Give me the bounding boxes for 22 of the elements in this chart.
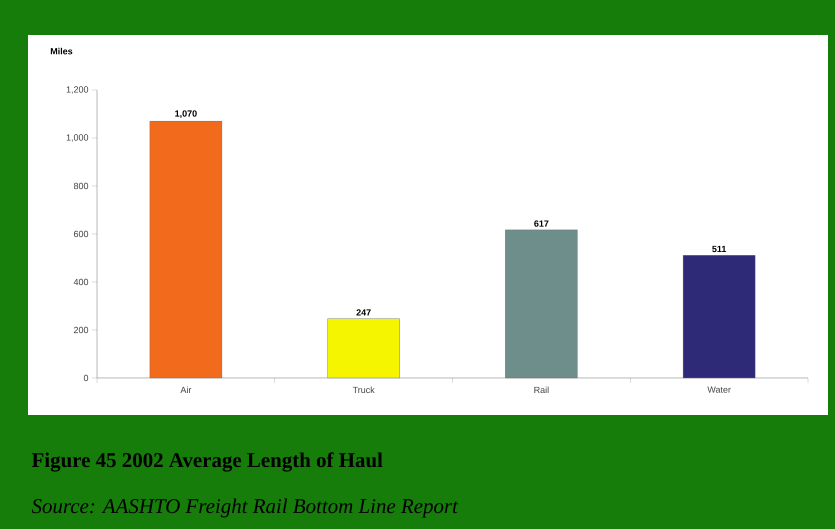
text: Figure 45 2002 Average Length of Haul [32, 452, 383, 472]
data-label: 511 [712, 246, 726, 252]
x-tick-label: Truck [352, 386, 375, 394]
x-tick-label: Air [180, 386, 192, 393]
x-tick-label: Rail [534, 386, 548, 394]
source-note: Source: AASHTO Freight Rail Bottom Line Report [32, 498, 458, 518]
y-axis-title: Miles [50, 48, 72, 54]
bar [682, 255, 756, 378]
y-tick-label: 1,000 [66, 134, 88, 142]
y-tick-label: 400 [74, 278, 88, 286]
y-tick-label: 200 [74, 326, 88, 334]
data-label: 617 [534, 220, 548, 227]
x-tick-label: Water [707, 386, 731, 393]
bar [327, 318, 400, 378]
y-tick-label: 800 [74, 182, 88, 190]
bar [505, 230, 578, 378]
y-tick-label: 0 [84, 374, 88, 382]
y-tick-label: 1,200 [66, 86, 88, 94]
y-tick-label: 600 [74, 230, 88, 238]
data-label: 1,070 [175, 110, 197, 118]
bar [150, 120, 222, 378]
data-label: 247 [356, 309, 371, 316]
